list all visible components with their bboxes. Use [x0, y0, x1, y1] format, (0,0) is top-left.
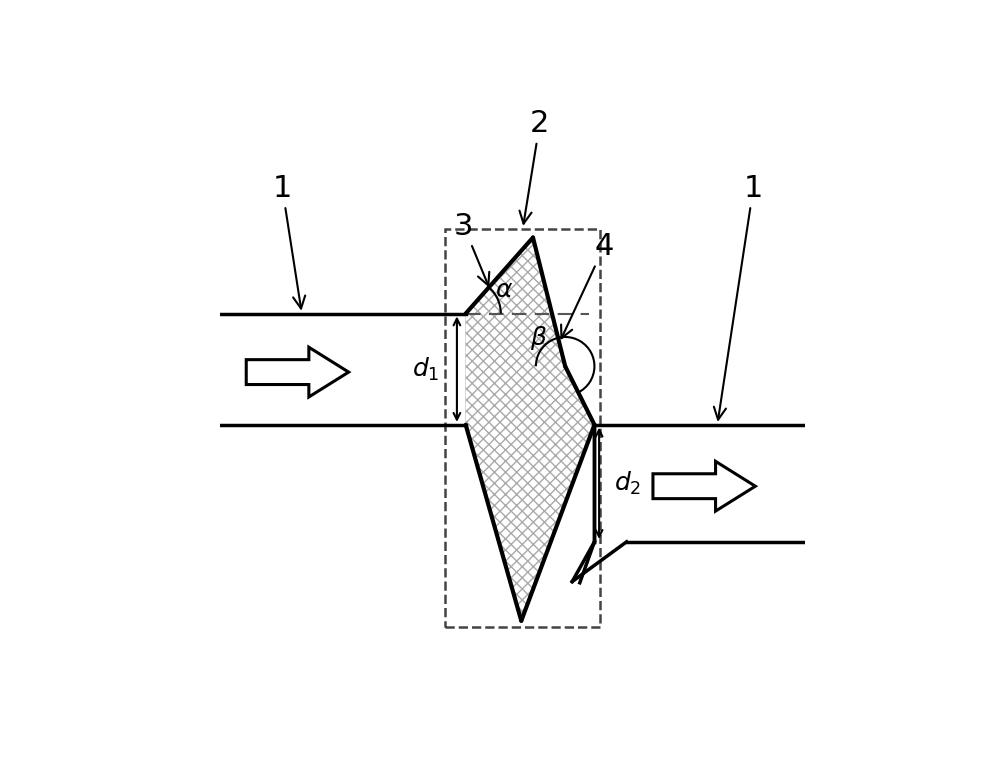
Polygon shape: [466, 237, 594, 621]
Bar: [445, 229, 600, 627]
Text: 3: 3: [454, 211, 489, 286]
Text: $\alpha$: $\alpha$: [495, 278, 513, 302]
Text: 1: 1: [714, 173, 763, 420]
FancyArrow shape: [653, 461, 755, 511]
Text: $\beta$: $\beta$: [530, 324, 547, 352]
Text: 2: 2: [519, 109, 549, 223]
FancyArrow shape: [246, 347, 349, 397]
Text: 4: 4: [561, 232, 614, 338]
Text: $d_1$: $d_1$: [412, 356, 439, 383]
Text: 1: 1: [273, 173, 305, 309]
Text: $d_2$: $d_2$: [614, 470, 641, 497]
